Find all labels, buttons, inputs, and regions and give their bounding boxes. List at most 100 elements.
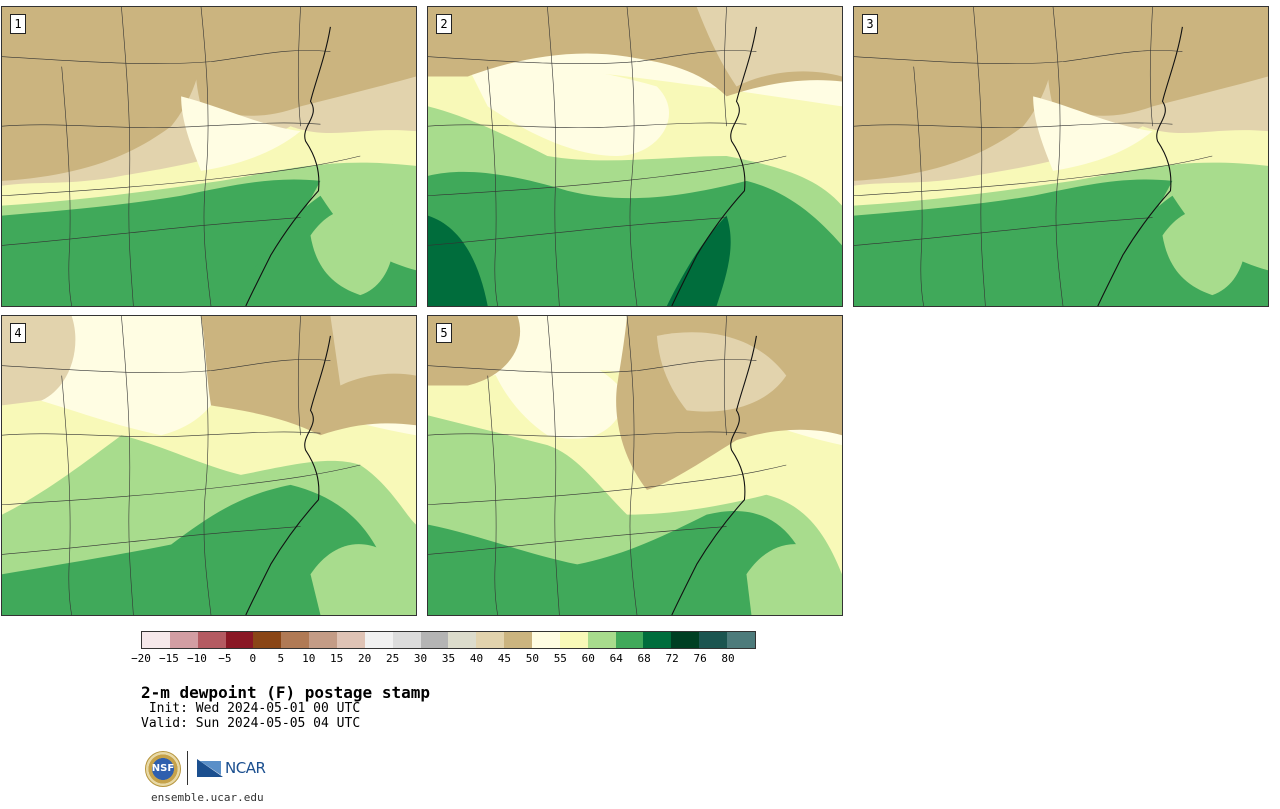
dewpoint-contour-fill [310,207,394,296]
panel-number: 1 [10,14,26,34]
dewpoint-contour-fill [2,7,205,181]
dewpoint-contour-fill [2,179,321,306]
dewpoint-contour-fill [428,510,797,615]
coastline [671,26,757,306]
state-border [1149,7,1153,127]
colorbar-swatch [309,632,338,648]
state-border [121,316,134,615]
state-border [854,50,1183,64]
state-border [121,7,134,306]
coastline [671,335,757,615]
state-border [200,316,212,615]
state-border [854,155,1213,197]
colorbar-swatch [643,632,672,648]
colorbar-tick-label: −5 [218,652,232,665]
logo-group: NSF NCAR [145,750,275,790]
colorbar-tick-labels: −20 −15 −10 −5 0 5 10 15 20 25 30 35 40 45 50 55 60 64 68 7… [131,652,756,666]
panel-number: 3 [862,14,878,34]
colorbar-swatch [448,632,477,648]
colorbar-tick-label: 20 [358,652,372,665]
coastline [1097,26,1183,306]
state-border [2,464,361,506]
dewpoint-contour-fill [428,171,842,306]
colorbar-swatch [142,632,170,648]
colorbar-tick-label: 80 [721,652,735,665]
colorbar-swatch [169,632,198,648]
state-border [61,375,72,615]
state-border [428,464,787,506]
dewpoint-contour-fill [195,7,416,116]
colorbar-swatch [532,632,560,648]
state-border [2,217,301,246]
state-border [854,122,1173,128]
colorbar-swatch [420,632,449,648]
state-border [428,155,787,197]
colorbar-swatch [337,632,365,648]
dewpoint-colorbar [141,631,756,649]
state-border [428,359,757,373]
state-border [297,7,301,127]
state-border [2,359,331,373]
state-border [2,526,301,555]
colorbar-tick-label: 40 [469,652,484,665]
colorbar-swatch [587,632,616,648]
colorbar-swatch [559,632,588,648]
dewpoint-contour-fill [696,7,842,87]
state-border [547,316,560,615]
map-panel-4: 4 [1,315,417,616]
logo-divider [187,751,188,785]
state-border [487,66,498,306]
colorbar-swatch [615,632,644,648]
coastline [245,26,331,306]
state-border [854,217,1153,246]
plot-title: 2-m dewpoint (F) postage stamp [141,683,430,702]
colorbar-tick-label: 35 [441,652,456,665]
colorbar-tick-label: 15 [330,652,344,665]
colorbar-tick-label: 45 [497,652,512,665]
dewpoint-contour-fill [467,64,670,157]
map-panel-3: 3 [853,6,1269,307]
colorbar-swatch [281,632,310,648]
dewpoint-contour-fill [746,544,832,615]
state-border [723,7,727,127]
colorbar-swatch [364,632,393,648]
state-border [2,155,361,197]
dewpoint-contour-fill [487,352,628,439]
state-border [487,375,498,615]
ncar-logo: NCAR [225,759,266,777]
colorbar-tick-label: 76 [693,652,707,665]
colorbar-tick-label: 72 [665,652,679,665]
colorbar-tick-label: −20 [131,652,151,665]
state-border [2,431,321,437]
nsf-logo: NSF [145,751,181,787]
colorbar-tick-label: 55 [553,652,567,665]
colorbar-swatch [197,632,226,648]
colorbar-tick-label: −15 [159,652,179,665]
dewpoint-contour-fill [854,7,1057,181]
state-border [428,526,727,555]
panel-number: 5 [436,323,452,343]
valid-time: Valid: Sun 2024-05-05 04 UTC [141,716,361,731]
dewpoint-contour-fill [2,484,381,615]
state-border [973,7,986,306]
colorbar-swatch [392,632,421,648]
state-border [428,122,747,128]
state-border [2,50,331,64]
state-border [626,7,638,306]
dewpoint-contour-fill [330,316,416,386]
colorbar-swatch [727,632,755,648]
colorbar-tick-label: 25 [385,652,400,665]
panel-number: 2 [436,14,452,34]
dewpoint-contour-fill [428,215,488,306]
map-panel-2: 2 [427,6,843,307]
ncar-logo-mark-icon [197,759,223,777]
colorbar-tick-label: 50 [525,652,539,665]
dewpoint-contour-fill [1033,96,1153,171]
colorbar-swatch [476,632,505,648]
state-border [61,66,72,306]
dewpoint-contour-fill [854,179,1173,306]
state-border [723,316,727,436]
state-border [626,316,638,615]
colorbar-swatch [671,632,700,648]
dewpoint-contour-fill [310,544,399,615]
